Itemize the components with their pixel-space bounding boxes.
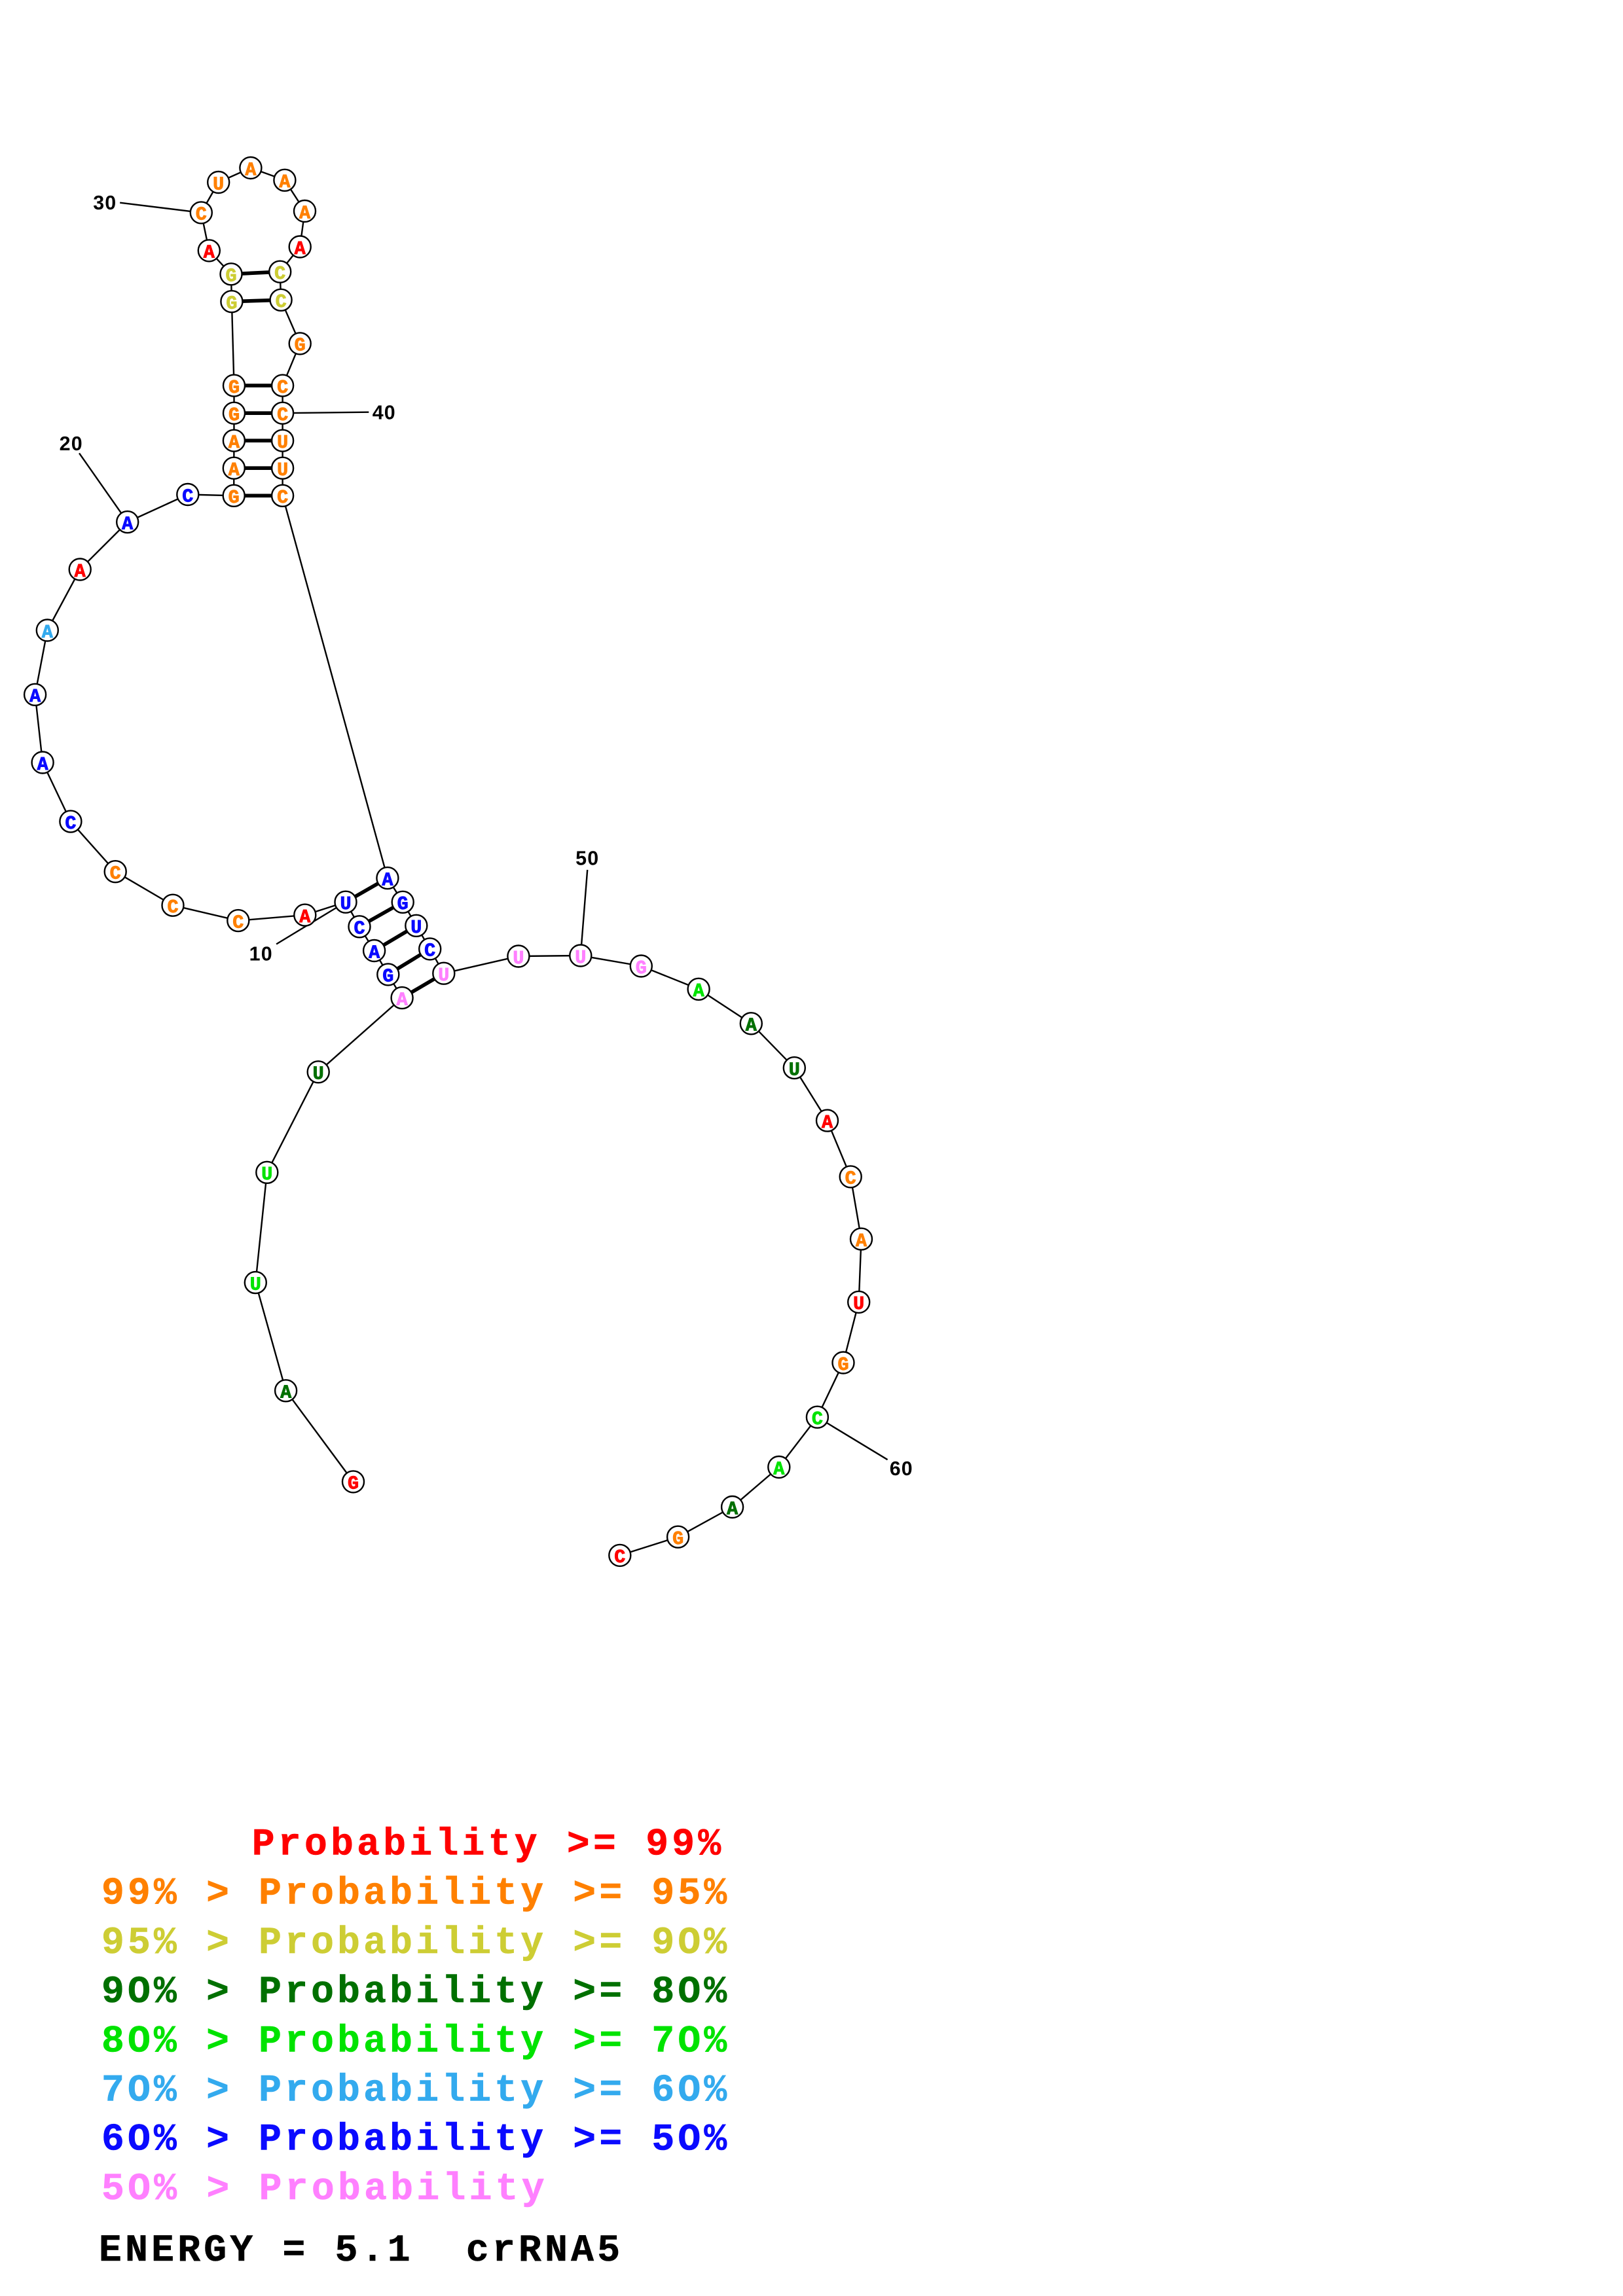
- svg-text:C: C: [354, 918, 365, 940]
- svg-text:U: U: [277, 459, 288, 481]
- svg-text:C: C: [65, 813, 76, 834]
- svg-text:U: U: [438, 965, 449, 986]
- svg-text:A: A: [822, 1112, 833, 1134]
- svg-text:G: G: [837, 1354, 848, 1376]
- svg-text:C: C: [274, 263, 285, 285]
- svg-text:C: C: [232, 912, 244, 933]
- svg-text:A: A: [299, 202, 311, 224]
- svg-text:A: A: [369, 942, 380, 963]
- svg-text:U: U: [261, 1164, 272, 1185]
- svg-text:G: G: [382, 966, 393, 988]
- svg-text:A: A: [856, 1230, 867, 1252]
- svg-text:U: U: [313, 1064, 324, 1085]
- svg-text:50: 50: [575, 847, 598, 869]
- svg-text:A: A: [42, 622, 54, 643]
- svg-text:5O% > Probability: 5O% > Probability: [101, 2168, 545, 2211]
- svg-text:G: G: [672, 1528, 684, 1550]
- svg-text:A: A: [228, 459, 240, 481]
- svg-text:G: G: [228, 377, 240, 399]
- svg-text:A: A: [693, 980, 705, 1002]
- svg-text:C: C: [812, 1408, 823, 1430]
- svg-text:C: C: [277, 487, 288, 509]
- svg-text:C: C: [424, 941, 435, 962]
- svg-text:C: C: [167, 897, 178, 918]
- svg-text:U: U: [853, 1293, 864, 1315]
- svg-text:G: G: [228, 487, 240, 509]
- svg-text:U: U: [213, 173, 224, 195]
- svg-text:C: C: [277, 404, 288, 426]
- svg-text:20: 20: [60, 433, 82, 455]
- svg-text:A: A: [727, 1498, 739, 1520]
- svg-text:A: A: [29, 686, 41, 708]
- svg-text:40: 40: [373, 402, 395, 424]
- svg-text:U: U: [410, 917, 422, 939]
- svg-text:A: A: [299, 906, 311, 928]
- svg-text:A: A: [204, 242, 215, 264]
- svg-text:A: A: [397, 989, 409, 1011]
- svg-text:U: U: [340, 893, 351, 915]
- svg-text:U: U: [789, 1059, 800, 1081]
- svg-text:A: A: [382, 869, 393, 891]
- svg-text:C: C: [196, 204, 207, 226]
- svg-text:U: U: [513, 948, 524, 969]
- svg-text:A: A: [746, 1015, 757, 1037]
- svg-text:C: C: [614, 1547, 625, 1568]
- svg-text:G: G: [348, 1473, 359, 1495]
- svg-text:U: U: [250, 1274, 261, 1295]
- svg-text:G: G: [295, 335, 306, 357]
- svg-text:C: C: [276, 291, 287, 313]
- svg-text:A: A: [280, 1382, 292, 1404]
- svg-text:A: A: [228, 432, 240, 454]
- svg-text:A: A: [245, 159, 257, 181]
- svg-text:A: A: [773, 1458, 785, 1480]
- svg-text:60: 60: [890, 1458, 913, 1480]
- svg-text:C: C: [182, 486, 193, 507]
- svg-text:G: G: [397, 893, 409, 915]
- svg-text:C: C: [110, 863, 121, 885]
- svg-text:G: G: [636, 958, 647, 979]
- svg-text:U: U: [575, 947, 586, 969]
- svg-text:30: 30: [93, 192, 116, 214]
- svg-text:C: C: [277, 377, 288, 399]
- svg-text:A: A: [75, 561, 86, 583]
- svg-text:A: A: [122, 513, 134, 535]
- svg-text:C: C: [845, 1168, 856, 1190]
- svg-text:A: A: [295, 238, 306, 260]
- svg-text:A: A: [279, 171, 291, 193]
- svg-text:U: U: [277, 432, 288, 454]
- svg-text:10: 10: [249, 943, 272, 965]
- svg-text:G: G: [226, 293, 237, 315]
- svg-text:G: G: [228, 404, 240, 426]
- svg-text:A: A: [37, 754, 49, 776]
- svg-text:G: G: [225, 266, 236, 287]
